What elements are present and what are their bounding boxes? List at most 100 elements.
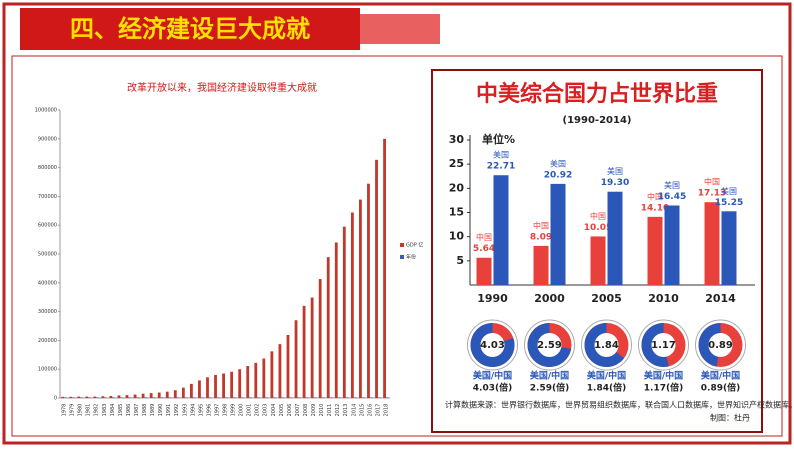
legend-label: GDP 亿 bbox=[406, 242, 423, 249]
bar bbox=[144, 397, 148, 398]
x-tick-label: 2013 bbox=[343, 404, 349, 417]
bar bbox=[257, 397, 261, 398]
y-tick-label: 300000 bbox=[38, 309, 57, 315]
x-tick-label: 2014 bbox=[705, 292, 736, 305]
x-tick-label: 2012 bbox=[335, 404, 341, 417]
bar bbox=[128, 397, 132, 398]
header-arrow bbox=[360, 14, 440, 44]
x-tick-label: 1978 bbox=[62, 404, 68, 417]
bar bbox=[345, 397, 349, 398]
bar bbox=[337, 397, 341, 398]
bar bbox=[350, 212, 354, 398]
x-tick-label: 2015 bbox=[359, 404, 365, 417]
bar bbox=[367, 183, 370, 398]
note: 计算数据来源：世界银行数据库，世界贸易组织数据库，联合国人口数据库，世界知识产权… bbox=[445, 400, 794, 410]
frame bbox=[2, 2, 792, 445]
ratio-value: 4.03 bbox=[480, 340, 505, 351]
bar bbox=[359, 199, 362, 398]
bar bbox=[721, 211, 737, 285]
x-tick-label: 1991 bbox=[166, 404, 172, 417]
legend-swatch bbox=[400, 243, 404, 247]
series-label: 中国 bbox=[533, 220, 549, 230]
bar bbox=[704, 202, 720, 285]
legend-label: 年份 bbox=[406, 254, 416, 261]
bar bbox=[281, 397, 285, 398]
ratio-label: 美国/中国 bbox=[587, 370, 626, 382]
series-label: 美国 bbox=[550, 158, 566, 168]
bar bbox=[318, 279, 322, 398]
x-tick-label: 2005 bbox=[279, 404, 285, 417]
bar bbox=[385, 397, 389, 398]
x-tick-label: 1982 bbox=[94, 404, 100, 417]
bar bbox=[216, 397, 220, 398]
y-tick-label: 20 bbox=[449, 181, 465, 194]
y-tick-label: 600000 bbox=[38, 223, 57, 229]
bar bbox=[493, 175, 509, 285]
bar bbox=[200, 397, 204, 398]
bar bbox=[222, 373, 225, 398]
ratio-label: 美国/中国 bbox=[644, 370, 683, 382]
x-tick-label: 2010 bbox=[319, 404, 325, 417]
bar bbox=[192, 397, 196, 398]
bar bbox=[181, 387, 185, 398]
ratio-value: 1.17 bbox=[651, 340, 676, 351]
x-tick-label: 2006 bbox=[287, 404, 293, 417]
bar bbox=[590, 236, 606, 285]
bar bbox=[383, 138, 386, 399]
author: 制图：杜丹 bbox=[710, 413, 750, 423]
x-tick-label: 2014 bbox=[351, 404, 357, 417]
ratio-center bbox=[651, 333, 676, 357]
x-tick-label: 1990 bbox=[477, 292, 508, 305]
x-tick-label: 1986 bbox=[126, 404, 132, 417]
x-tick-label: 1992 bbox=[174, 404, 180, 417]
x-tick-label: 1998 bbox=[223, 404, 229, 417]
bar bbox=[647, 216, 663, 285]
y-tick-label: 10 bbox=[449, 230, 465, 243]
series-label: 美国 bbox=[607, 166, 623, 176]
data-label: 8.09 bbox=[530, 232, 552, 242]
chart-title: 改革开放以来，我国经济建设取得重大成就 bbox=[127, 81, 317, 94]
bar bbox=[96, 397, 100, 398]
bar bbox=[361, 397, 365, 398]
data-label: 14.10 bbox=[641, 203, 669, 213]
bar bbox=[241, 397, 244, 398]
x-tick-label: 2010 bbox=[648, 292, 679, 305]
x-tick-label: 1981 bbox=[86, 404, 92, 417]
bar bbox=[262, 358, 266, 398]
bar bbox=[249, 397, 252, 398]
bar bbox=[157, 392, 161, 398]
bar bbox=[278, 344, 282, 398]
bar bbox=[326, 257, 330, 398]
bar bbox=[149, 393, 153, 398]
ratio-value-label: 1.84(倍) bbox=[587, 382, 626, 394]
ratio-value-label: 4.03(倍) bbox=[473, 382, 512, 394]
x-tick-label: 2008 bbox=[303, 404, 309, 417]
x-tick-label: 2017 bbox=[375, 404, 381, 417]
x-tick-label: 1994 bbox=[190, 404, 196, 417]
x-tick-label: 1983 bbox=[102, 404, 108, 417]
bar bbox=[375, 159, 378, 398]
y-tick-label: 5 bbox=[456, 254, 464, 267]
x-tick-label: 2002 bbox=[255, 404, 261, 417]
y-tick-label: 15 bbox=[449, 206, 464, 219]
data-label: 16.45 bbox=[658, 192, 686, 202]
bar bbox=[270, 351, 274, 398]
x-tick-label: 1990 bbox=[158, 404, 164, 417]
bar bbox=[72, 397, 75, 398]
bar bbox=[125, 395, 129, 398]
bar bbox=[297, 397, 301, 398]
x-tick-label: 1980 bbox=[78, 404, 84, 417]
bar bbox=[189, 383, 193, 398]
bar bbox=[160, 397, 164, 398]
bar bbox=[369, 397, 373, 398]
ratio-value: 1.84 bbox=[594, 340, 619, 351]
y-tick-label: 100000 bbox=[38, 367, 57, 373]
bar bbox=[88, 397, 91, 398]
bar bbox=[61, 396, 65, 398]
bar bbox=[77, 396, 81, 398]
ratio-label: 美国/中国 bbox=[530, 370, 569, 382]
bar bbox=[141, 393, 145, 398]
bar bbox=[246, 366, 250, 398]
x-tick-label: 1997 bbox=[214, 404, 220, 417]
